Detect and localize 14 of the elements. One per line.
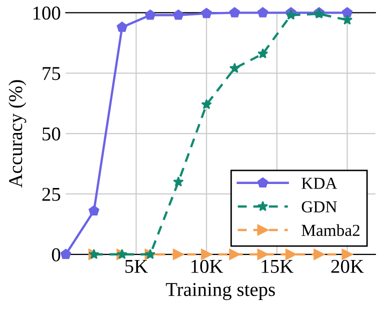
y-tick-label: 100 bbox=[33, 6, 60, 20]
legend-label: GDN bbox=[302, 201, 337, 212]
y-tick-label: 75 bbox=[42, 67, 60, 80]
y-tick-label: 25 bbox=[42, 188, 60, 201]
x-tick-label: 10K bbox=[191, 260, 224, 273]
y-axis-title: Accuracy (%) bbox=[8, 80, 26, 188]
legend-label: KDA bbox=[302, 178, 338, 189]
y-tick-label: 0 bbox=[52, 248, 60, 262]
x-tick-label: 20K bbox=[331, 260, 364, 273]
x-axis-title: Training steps bbox=[166, 283, 275, 300]
y-tick-label: 50 bbox=[42, 127, 60, 140]
legend-label: Mamba2 bbox=[302, 224, 360, 236]
x-tick-label: 15K bbox=[262, 260, 294, 273]
x-tick-label: 5K bbox=[125, 260, 148, 273]
